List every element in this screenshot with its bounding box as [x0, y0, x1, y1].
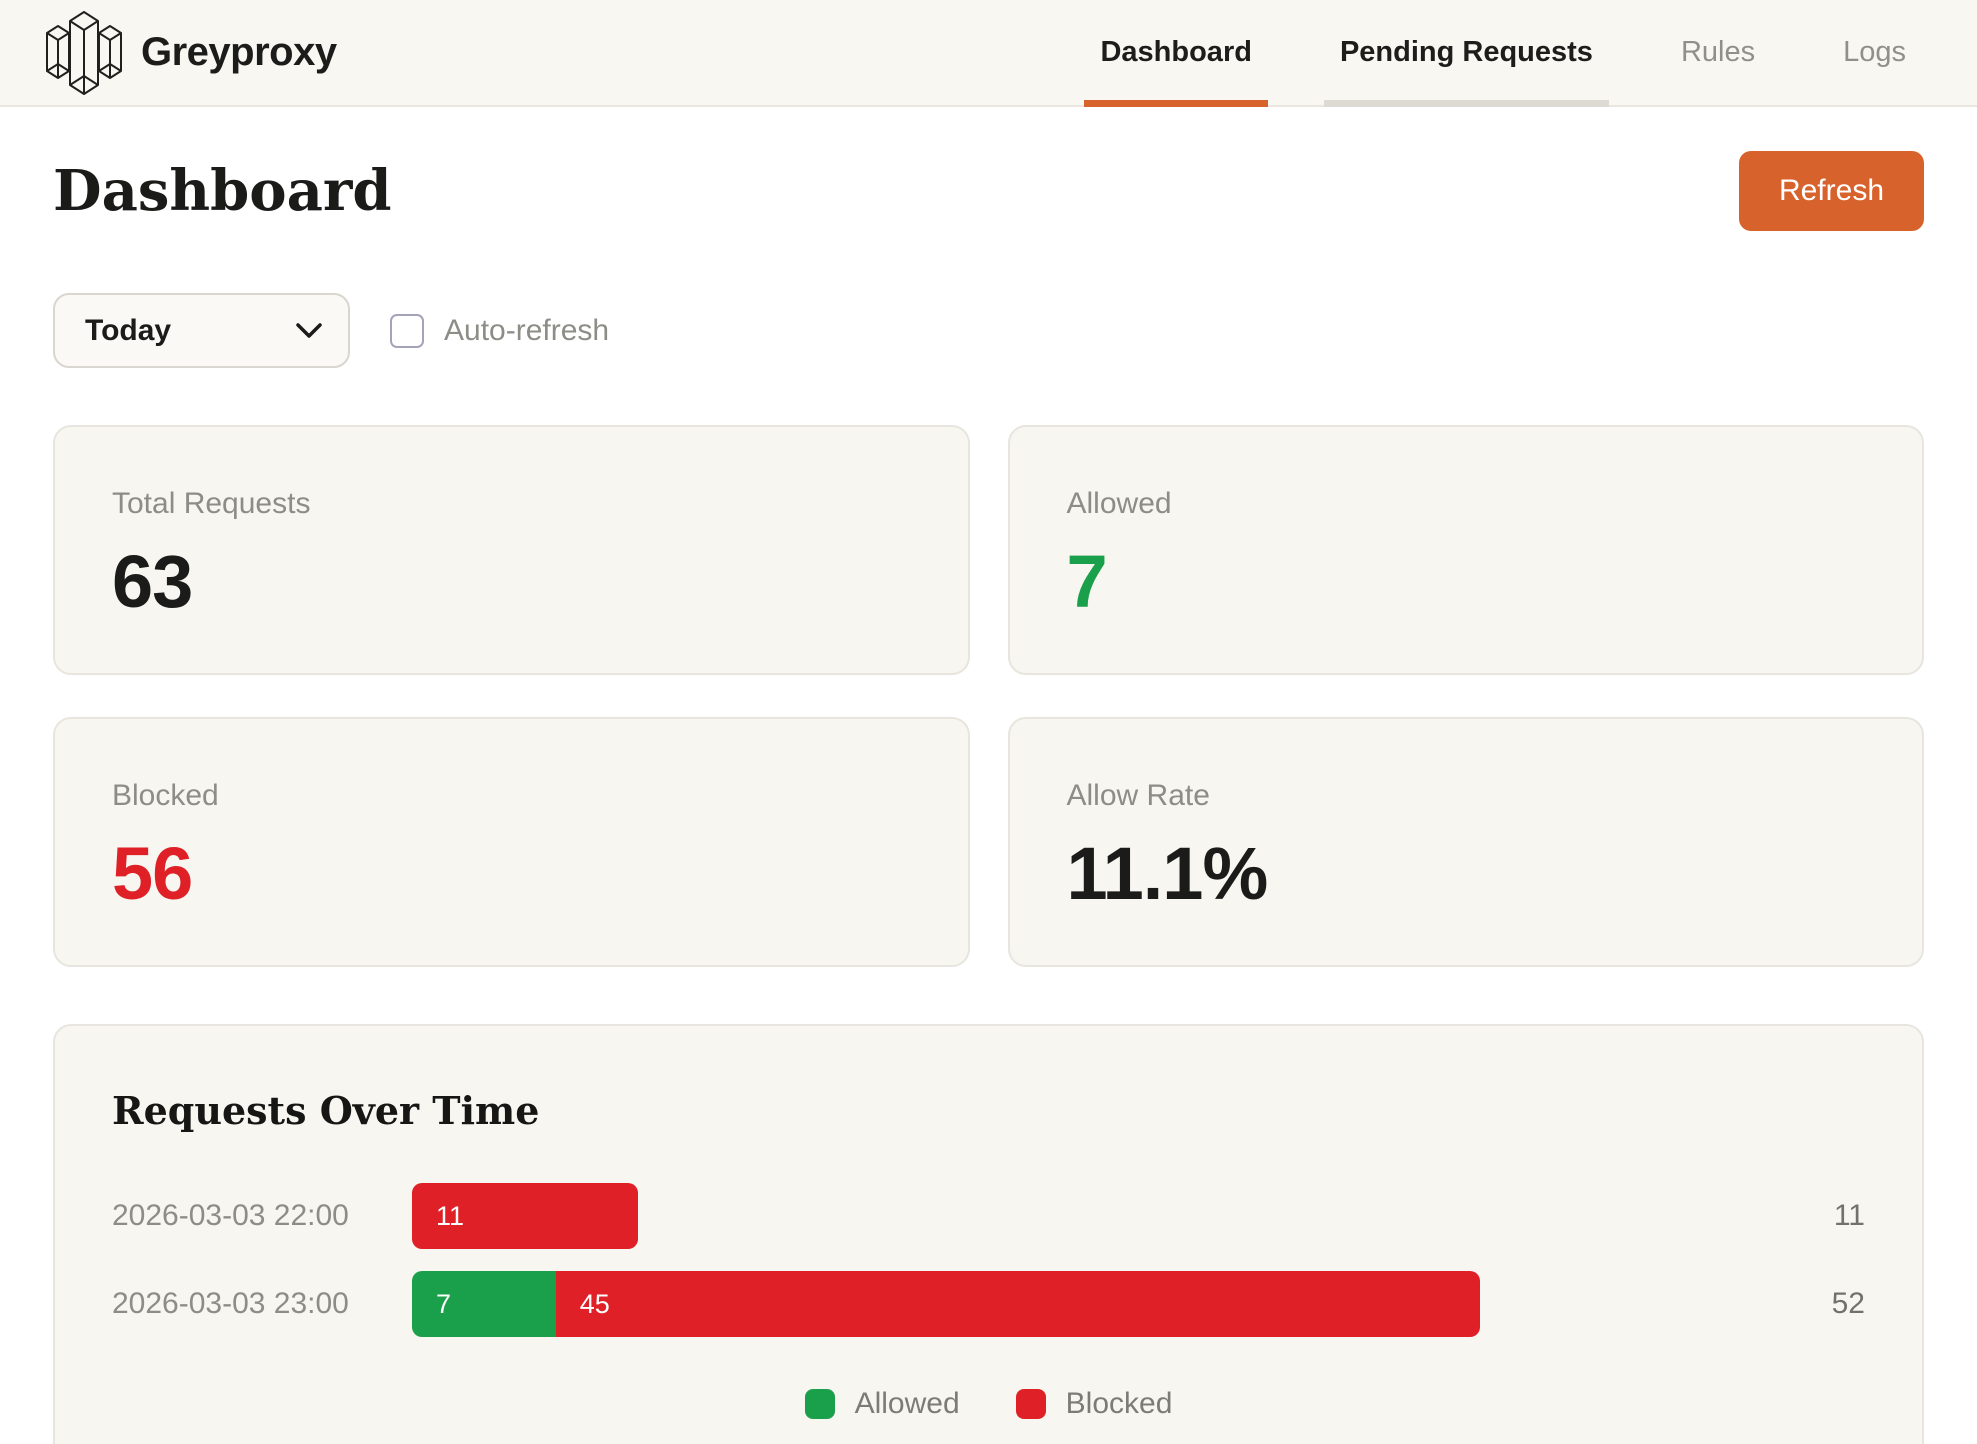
chart-row: 2026-03-03 23:00 7 45 52 [112, 1271, 1865, 1337]
nav-item-label: Rules [1680, 36, 1756, 68]
stat-value: 56 [112, 832, 193, 915]
bar-track: 7 45 [412, 1271, 1795, 1337]
page-header-row: Dashboard Refresh [53, 151, 1924, 231]
bar-segment-blocked: 11 [412, 1183, 638, 1249]
chart-legend: Allowed Blocked [112, 1387, 1865, 1421]
bar-row-timestamp: 2026-03-03 23:00 [112, 1287, 349, 1320]
brand: Greyproxy [45, 9, 337, 97]
stat-label: Allowed [1066, 487, 1172, 520]
page-title: Dashboard [53, 158, 392, 224]
stat-card-allowed: Allowed 7 [1007, 425, 1924, 675]
legend-item-blocked: Blocked [1015, 1387, 1173, 1421]
chart-rows: 2026-03-03 22:00 11 11 2026-03-03 23:00 7 45 5… [112, 1183, 1865, 1337]
legend-label: Allowed [854, 1387, 960, 1420]
bar-track: 11 [412, 1183, 1795, 1249]
nav-item-logs[interactable]: Logs [1827, 0, 1922, 105]
stat-label: Blocked [112, 779, 219, 812]
top-navigation-bar: Greyproxy Dashboard Pending Requests Rul… [0, 0, 1977, 107]
brand-name: Greyproxy [141, 30, 337, 74]
nav-item-rules[interactable]: Rules [1665, 0, 1771, 105]
bar-row-total: 52 [1831, 1287, 1865, 1320]
chevron-down-icon [296, 323, 322, 338]
stat-label: Total Requests [112, 487, 311, 520]
tab-underline [1827, 100, 1922, 107]
active-tab-underline [1084, 100, 1268, 107]
main-nav: Dashboard Pending Requests Rules Logs [1084, 0, 1922, 107]
stat-card-blocked: Blocked 56 [53, 717, 970, 967]
auto-refresh-checkbox[interactable] [390, 313, 424, 348]
legend-item-allowed: Allowed [804, 1387, 960, 1421]
stat-card-allow-rate: Allow Rate 11.1% [1007, 717, 1924, 967]
stats-grid: Total Requests 63 Allowed 7 Blocked 56 A… [53, 425, 1924, 967]
stat-value: 11.1% [1066, 832, 1269, 915]
stat-value: 63 [112, 540, 193, 623]
tab-underline [1665, 100, 1771, 107]
hover-tab-underline [1323, 100, 1609, 107]
refresh-button[interactable]: Refresh [1738, 151, 1924, 231]
nav-item-label: Dashboard [1100, 36, 1252, 68]
nav-item-label: Logs [1843, 36, 1906, 68]
auto-refresh-control: Auto-refresh [390, 313, 610, 348]
stat-label: Allow Rate [1066, 779, 1210, 812]
bar-row-total: 11 [1833, 1199, 1865, 1232]
bar-segment-blocked: 45 [555, 1271, 1480, 1337]
nav-item-dashboard[interactable]: Dashboard [1084, 0, 1268, 107]
bar-segment-allowed: 7 [412, 1271, 556, 1337]
stat-card-total-requests: Total Requests 63 [53, 425, 970, 675]
period-select-value: Today [85, 313, 172, 347]
chart-row: 2026-03-03 22:00 11 11 [112, 1183, 1865, 1249]
main-content: Dashboard Refresh Today Auto-refresh Tot… [0, 151, 1977, 1444]
chart-title: Requests Over Time [112, 1088, 540, 1133]
blocked-swatch-icon [1015, 1389, 1046, 1419]
controls-row: Today Auto-refresh [53, 293, 1924, 368]
allowed-swatch-icon [804, 1389, 835, 1419]
bar-row-timestamp: 2026-03-03 22:00 [112, 1199, 349, 1232]
auto-refresh-label: Auto-refresh [444, 313, 610, 347]
period-select[interactable]: Today [53, 293, 350, 368]
requests-over-time-card: Requests Over Time 2026-03-03 22:00 11 11 2… [53, 1024, 1924, 1444]
nav-item-pending-requests[interactable]: Pending Requests [1323, 0, 1609, 107]
nav-item-label: Pending Requests [1339, 36, 1593, 68]
stat-value: 7 [1066, 540, 1108, 623]
legend-label: Blocked [1065, 1387, 1173, 1420]
greyproxy-logo-icon [46, 10, 122, 95]
